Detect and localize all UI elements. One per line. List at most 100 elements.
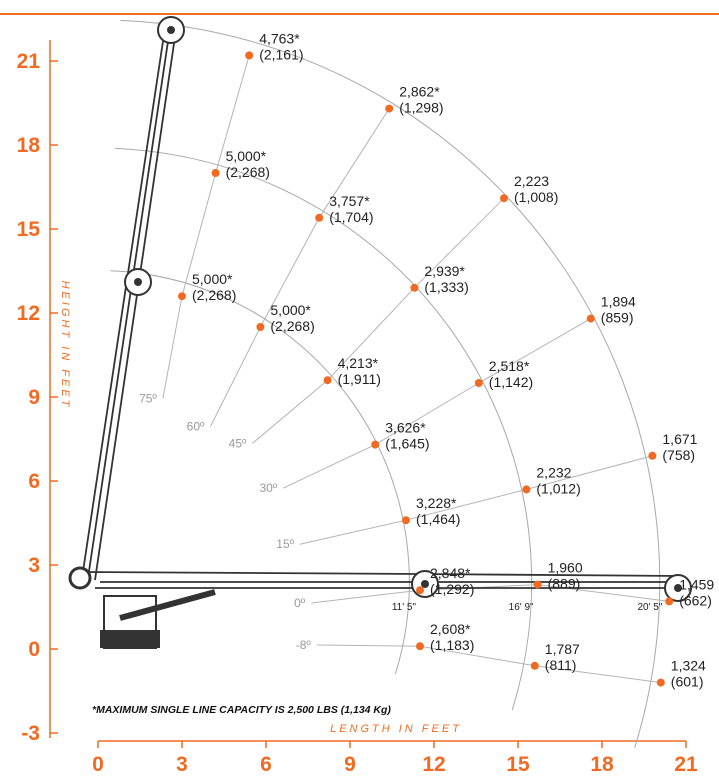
x-tick-label: 21 — [674, 753, 698, 776]
capacity-point — [656, 678, 665, 687]
sheave-hub — [421, 580, 429, 588]
capacity-kg: (1,298) — [399, 100, 443, 116]
capacity-point — [410, 283, 419, 292]
capacity-point — [533, 580, 542, 589]
capacity-kg: (601) — [671, 674, 704, 690]
capacity-point — [323, 376, 332, 385]
crane-mount — [100, 630, 160, 648]
y-axis-label: HEIGHT IN FEET — [59, 281, 71, 410]
sheave-hub — [167, 26, 175, 34]
capacity-kg: (662) — [679, 592, 712, 608]
capacity-lbs: 1,324 — [671, 658, 706, 674]
reach-arc — [110, 270, 410, 674]
capacity-kg: (859) — [601, 310, 634, 326]
x-tick-label: 0 — [92, 753, 104, 776]
capacity-lbs: 2,232 — [536, 464, 571, 480]
capacity-points: 4,763*(2,161) 2,862*(1,298) 2,223(1,008) 1,… — [178, 30, 714, 690]
capacity-lbs: 2,862* — [399, 84, 440, 100]
reach-label: 16' 9" — [509, 602, 534, 613]
sheave-hub — [674, 584, 682, 592]
capacity-point — [416, 586, 424, 595]
capacity-point — [474, 379, 483, 387]
angle-label: 45º — [229, 436, 247, 450]
reach-arc — [120, 19, 661, 748]
capacity-point — [416, 642, 424, 651]
capacity-kg: (1,333) — [424, 279, 468, 295]
angle-label: 15º — [276, 537, 294, 551]
capacity-kg: (889) — [548, 576, 581, 592]
capacity-footnote: *MAXIMUM SINGLE LINE CAPACITY IS 2,500 L… — [92, 704, 391, 716]
capacity-lbs: 2,608* — [430, 621, 471, 637]
capacity-lbs: 1,894 — [601, 294, 636, 310]
capacity-kg: (1,911) — [338, 371, 381, 387]
capacity-point — [385, 104, 394, 113]
angle-label: -8º — [296, 638, 312, 652]
capacity-lbs: 4,213* — [338, 355, 379, 371]
capacity-kg: (1,183) — [430, 637, 474, 653]
grid-layer — [110, 19, 670, 748]
reach-label: 11' 5" — [392, 602, 417, 613]
reach-label: 20' 5" — [637, 602, 662, 613]
capacity-kg: (2,268) — [226, 164, 270, 180]
capacity-point — [648, 451, 657, 460]
capacity-lbs: 1,671 — [662, 431, 697, 447]
capacity-lbs: 5,000* — [270, 302, 311, 318]
capacity-point — [315, 213, 324, 222]
capacity-kg: (1,008) — [514, 189, 558, 205]
y-tick-label: 15 — [17, 218, 41, 241]
angle-label: 0º — [294, 596, 306, 610]
capacity-kg: (1,012) — [536, 480, 580, 496]
capacity-lbs: 2,518* — [489, 358, 530, 374]
capacity-kg: (2,268) — [270, 318, 314, 334]
angle-line — [209, 108, 390, 427]
crane-drawing — [68, 16, 692, 649]
y-tick-label: 3 — [28, 554, 40, 577]
x-tick-label: 9 — [344, 753, 356, 776]
capacity-point — [586, 314, 595, 323]
capacity-point — [522, 485, 531, 494]
capacity-lbs: 1,960 — [548, 560, 583, 576]
angle-line — [282, 318, 592, 489]
angle-line — [162, 55, 250, 399]
capacity-lbs: 4,763* — [259, 30, 300, 46]
capacity-lbs: 5,000* — [226, 148, 267, 164]
capacity-kg: (1,142) — [489, 374, 533, 390]
horizontal-boom — [79, 571, 681, 589]
capacity-lbs: 1,459 — [679, 576, 714, 592]
x-tick-label: 18 — [590, 753, 614, 776]
y-tick-label: 0 — [28, 638, 40, 661]
capacity-lbs: 2,223 — [514, 173, 549, 189]
angle-label: 60º — [187, 420, 205, 434]
x-tick-label: 15 — [506, 753, 530, 776]
axis-ticks: -3 0 3 6 9 12 15 18 21 0 3 6 9 12 15 18 21 — [17, 50, 698, 776]
y-tick-label: 12 — [17, 302, 40, 325]
capacity-point — [245, 51, 254, 60]
capacity-point — [211, 169, 220, 177]
angle-line — [252, 197, 505, 444]
capacity-point — [530, 661, 539, 670]
x-tick-label: 6 — [260, 753, 272, 776]
capacity-lbs: 3,757* — [329, 193, 370, 209]
capacity-lbs: 3,626* — [385, 420, 426, 436]
capacity-lbs: 3,228* — [416, 495, 457, 511]
angle-line — [299, 455, 653, 545]
x-tick-label: 3 — [176, 753, 188, 776]
capacity-lbs: 2,939* — [424, 263, 465, 279]
capacity-kg: (2,268) — [192, 287, 236, 303]
y-tick-label: 6 — [28, 470, 40, 493]
y-tick-label: -3 — [21, 722, 40, 745]
lift-cylinder — [119, 589, 216, 621]
capacity-lbs: 5,000* — [192, 271, 233, 287]
capacity-kg: (758) — [662, 447, 695, 463]
vertical-boom — [81, 27, 177, 581]
capacity-lbs: 2,848* — [430, 565, 471, 581]
capacity-point — [665, 597, 674, 606]
reach-arc — [115, 148, 533, 711]
capacity-kg: (811) — [545, 657, 577, 673]
capacity-kg: (1,704) — [329, 209, 373, 225]
capacity-point — [178, 292, 186, 301]
capacity-kg: (1,464) — [416, 511, 460, 527]
y-tick-label: 9 — [28, 386, 40, 409]
x-axis-label: LENGTH IN FEET — [330, 723, 462, 735]
